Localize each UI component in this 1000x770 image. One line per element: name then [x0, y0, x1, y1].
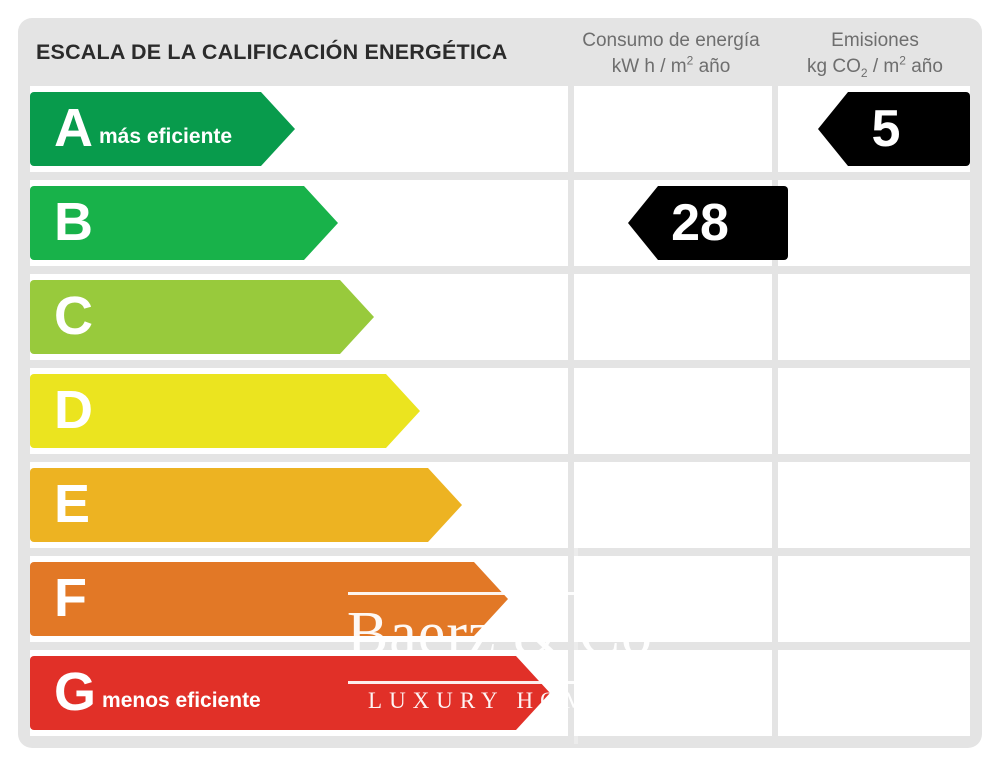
energy-consumption-number: 28 [671, 194, 729, 252]
emissions-unit-subscript: 2 [860, 65, 868, 80]
emissions-unit-superscript: 2 [899, 53, 906, 68]
cell-emis-b [778, 180, 970, 266]
rating-sublabel-a: más eficiente [99, 125, 233, 148]
cell-emis-c [778, 274, 970, 360]
column-header-energy-consumption: Consumo de energía kW h / m2 año [571, 28, 771, 80]
cell-energy-a [574, 86, 772, 172]
cell-emis-g [778, 650, 970, 736]
rating-row-e: E [18, 462, 982, 548]
cell-energy-f [574, 556, 772, 642]
rating-letter-d: D [54, 380, 93, 440]
page-title: ESCALA DE LA CALIFICACIÓN ENERGÉTICA [36, 40, 508, 64]
rating-letter-c: C [54, 286, 93, 346]
chart-panel: ESCALA DE LA CALIFICACIÓN ENERGÉTICA Con… [18, 18, 982, 748]
rating-band-e: E [30, 468, 462, 542]
rating-band-f: F [30, 562, 508, 636]
emissions-unit-mid: / m [867, 56, 900, 77]
cell-energy-e [574, 462, 772, 548]
cell-emis-d [778, 368, 970, 454]
column-header-emissions: Emisiones kg CO2 / m2 año [775, 28, 975, 80]
energy-unit-superscript: 2 [686, 53, 694, 68]
emissions-unit-prefix: kg CO [807, 56, 861, 77]
rating-band-c: C [30, 280, 374, 354]
energy-unit-prefix: kW h / m [611, 56, 687, 77]
rating-letter-f: F [54, 568, 87, 628]
column-header-energy-unit: kW h / m2 año [571, 54, 771, 80]
rating-letter-a: A [54, 98, 93, 158]
emissions-unit-suffix: año [905, 56, 943, 77]
cell-energy-c [574, 274, 772, 360]
cell-emis-e [778, 462, 970, 548]
chart-header: ESCALA DE LA CALIFICACIÓN ENERGÉTICA Con… [18, 18, 982, 86]
rating-row-d: D [18, 368, 982, 454]
emissions-value: 5 [818, 92, 970, 166]
column-header-emissions-title: Emisiones [831, 30, 919, 51]
column-header-emissions-unit: kg CO2 / m2 año [775, 54, 975, 80]
energy-unit-suffix: año [693, 56, 731, 77]
rating-sublabel-g: menos eficiente [102, 689, 261, 712]
emissions-number: 5 [871, 100, 901, 158]
rating-band-d: D [30, 374, 420, 448]
rating-row-b: B 28 [18, 180, 982, 266]
energy-consumption-value: 28 [628, 186, 788, 260]
rating-letter-g: G [54, 662, 97, 722]
cell-emis-f [778, 556, 970, 642]
rating-letter-e: E [54, 474, 91, 534]
rating-band-b: B [30, 186, 338, 260]
cell-energy-d [574, 368, 772, 454]
cell-energy-g [574, 650, 772, 736]
rating-row-f: F [18, 556, 982, 642]
column-header-energy-title: Consumo de energía [582, 30, 760, 51]
rating-letter-b: B [54, 192, 93, 252]
rating-row-c: C [18, 274, 982, 360]
